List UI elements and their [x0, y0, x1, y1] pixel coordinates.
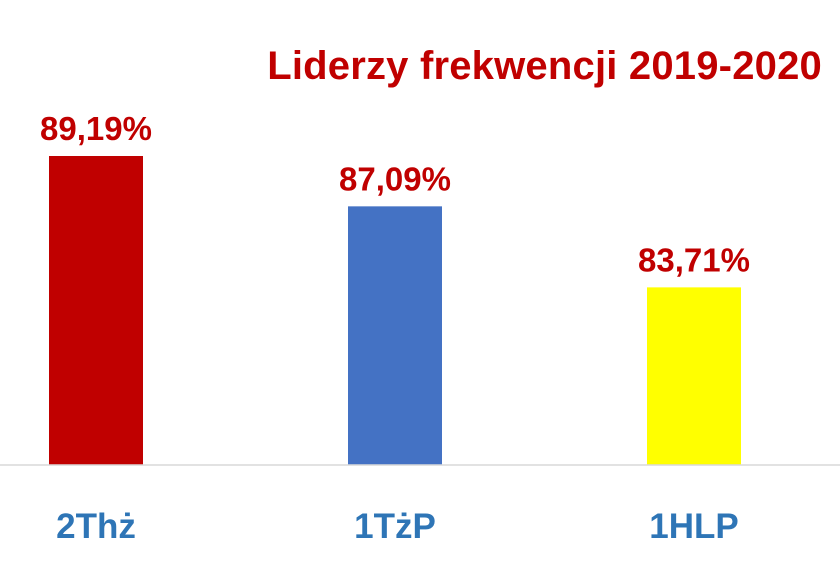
bar-3 — [647, 287, 741, 465]
category-label-3: 1HLP — [649, 507, 738, 546]
bar-2 — [348, 206, 442, 465]
data-label-3: 83,71% — [638, 241, 750, 278]
bars-layer — [49, 156, 741, 465]
labels-layer: 89,19% 2Thż 87,09% 1TżP 83,71% 1HLP — [40, 110, 750, 546]
chart-title: Liderzy frekwencji 2019-2020 — [267, 44, 822, 88]
data-label-1: 89,19% — [40, 110, 152, 147]
bar-1 — [49, 156, 143, 465]
data-label-2: 87,09% — [339, 160, 451, 197]
category-label-1: 2Thż — [56, 507, 136, 546]
category-label-2: 1TżP — [354, 507, 436, 546]
